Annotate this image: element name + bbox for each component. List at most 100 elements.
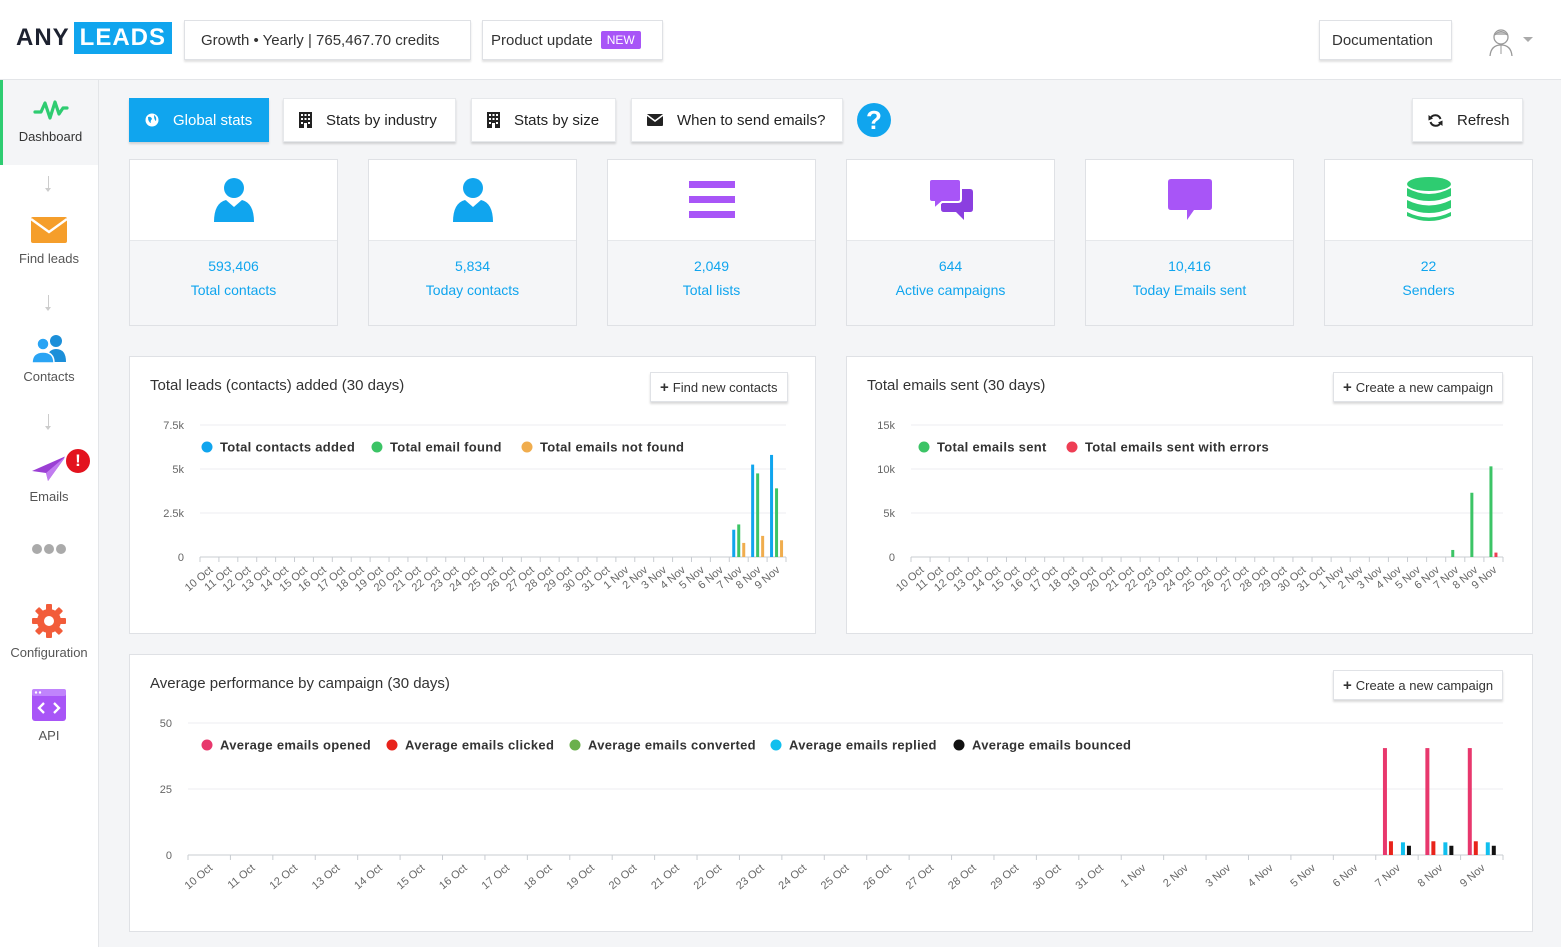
sidebar-item-contacts[interactable]: Contacts [0,333,98,393]
paper-plane-icon [32,456,66,481]
x-tick-label: 31 Oct [580,564,613,594]
stat-value: 593,406 [208,258,259,274]
x-tick-label: 7 Nov [1431,564,1461,592]
bar [1473,841,1478,855]
x-tick-label: 19 Oct [564,862,597,892]
x-tick-label: 27 Oct [504,564,537,594]
product-update-button[interactable]: Product update NEW [482,20,663,60]
emails-chart-panel: Total emails sent (30 days) + Create a n… [846,356,1533,634]
y-tick-label: 5k [883,508,895,520]
plan-credits-button[interactable]: Growth • Yearly | 765,467.70 credits [184,20,471,60]
legend-marker [201,441,213,453]
x-tick-label: 24 Oct [1161,564,1194,594]
x-tick-label: 9 Nov [753,564,783,592]
sidebar-item-api[interactable]: API [0,688,98,748]
bar [732,529,736,557]
sidebar: Dashboard Find leads Contacts Emails ! [0,80,99,947]
button-label: Find new contacts [672,379,778,395]
bar [1485,842,1490,855]
sidebar-item-more[interactable] [0,543,98,563]
sidebar-item-find-leads[interactable]: Find leads [0,215,98,275]
stat-card-active-campaigns: 644 Active campaigns [846,159,1055,326]
y-tick-label: 0 [889,552,895,564]
find-new-contacts-button[interactable]: + Find new contacts [650,372,788,402]
bar [775,488,779,557]
tab-stats-by-industry[interactable]: Stats by industry [283,98,456,142]
button-label: Create a new campaign [1355,379,1494,395]
tab-label: When to send emails? [677,111,826,129]
list-icon [688,181,735,218]
y-tick-label: 50 [160,718,172,730]
stat-card-today-emails-sent: 10,416 Today Emails sent [1085,159,1294,326]
x-tick-label: 12 Oct [221,564,254,594]
bar [1431,841,1436,855]
x-tick-label: 28 Oct [523,564,556,594]
x-tick-label: 21 Oct [391,564,424,594]
x-tick-label: 20 Oct [372,564,405,594]
legend-label: Total email found [390,440,502,455]
x-tick-label: 16 Oct [1009,564,1042,594]
sidebar-item-label: API [38,728,60,743]
x-tick-label: 7 Nov [1373,862,1403,890]
user-avatar-icon[interactable] [1486,26,1516,56]
x-tick-label: 9 Nov [1470,564,1500,592]
x-tick-label: 17 Oct [480,862,513,892]
x-tick-label: 28 Oct [1238,564,1271,594]
bar [1443,842,1448,855]
x-tick-label: 3 Nov [1203,862,1233,890]
sidebar-item-emails[interactable]: Emails [0,451,98,511]
x-tick-label: 4 Nov [1374,564,1404,592]
help-icon[interactable]: ? [857,103,891,137]
panel-title: Average performance by campaign (30 days… [150,675,450,692]
y-tick-label: 0 [166,850,172,862]
logo[interactable]: ANY LEADS [16,22,173,54]
tab-when-to-send-emails[interactable]: When to send emails? [631,98,843,142]
refresh-button[interactable]: Refresh [1412,98,1523,142]
x-tick-label: 6 Nov [1331,862,1361,890]
bar [737,524,741,557]
pulse-icon [32,100,69,120]
x-tick-label: 3 Nov [1355,564,1385,592]
x-tick-label: 5 Nov [677,564,707,592]
bar [1400,842,1405,855]
stat-label: Active campaigns [895,282,1006,298]
plus-icon: + [1343,676,1352,694]
legend-marker [918,441,930,453]
documentation-button[interactable]: Documentation [1319,20,1452,60]
sidebar-item-configuration[interactable]: Configuration [0,603,98,663]
sidebar-item-dashboard[interactable]: Dashboard [0,80,98,165]
x-tick-label: 1 Nov [1119,862,1149,890]
bar [1470,492,1474,557]
x-tick-label: 14 Oct [352,862,385,892]
x-tick-label: 9 Nov [1458,862,1488,890]
x-tick-label: 12 Oct [932,564,965,594]
gear-icon [32,604,66,638]
legend-label: Total emails sent [937,440,1047,455]
top-bar: ANY LEADS Growth • Yearly | 765,467.70 c… [0,0,1561,80]
tab-label: Stats by size [514,111,600,129]
stat-card-today-contacts: 5,834 Today contacts [368,159,577,326]
database-icon [1406,177,1451,221]
new-badge: NEW [600,31,641,49]
stat-value: 22 [1420,258,1437,274]
documentation-label: Documentation [1332,31,1433,49]
x-tick-label: 7 Nov [715,564,745,592]
create-campaign-button[interactable]: + Create a new campaign [1333,372,1504,402]
tab-stats-by-size[interactable]: Stats by size [471,98,616,142]
bar [1382,748,1387,855]
x-tick-label: 27 Oct [1219,564,1252,594]
x-tick-label: 13 Oct [310,862,343,892]
x-tick-label: 10 Oct [183,564,216,594]
y-tick-label: 15k [877,420,895,432]
bar [1489,466,1493,557]
x-tick-label: 17 Oct [1028,564,1061,594]
plus-icon: + [1343,378,1352,396]
tab-global-stats[interactable]: Global stats [129,98,269,142]
create-campaign-button[interactable]: + Create a new campaign [1333,670,1504,700]
logo-any: ANY [16,24,70,51]
stat-label: Total contacts [190,282,277,298]
chevron-down-icon[interactable] [1523,37,1533,42]
x-tick-label: 23 Oct [1142,564,1175,594]
x-tick-label: 20 Oct [1085,564,1118,594]
leads-chart-panel: Total leads (contacts) added (30 days) +… [129,356,816,634]
